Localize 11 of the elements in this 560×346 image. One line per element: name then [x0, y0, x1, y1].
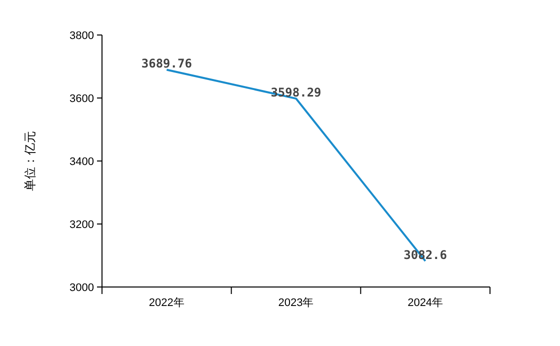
- y-tick-label: 3000: [70, 282, 94, 294]
- x-tick-label: 2023年: [278, 297, 314, 309]
- y-tick-label: 3600: [70, 93, 94, 105]
- data-label: 3689.76: [141, 56, 192, 71]
- data-label: 3598.29: [270, 86, 322, 100]
- x-tick-label: 2022年: [148, 297, 184, 309]
- x-tick-label: 2024年: [408, 297, 444, 309]
- y-tick-label: 3200: [70, 219, 94, 231]
- y-axis-title: 单位：亿元: [23, 131, 37, 191]
- y-tick-label: 3400: [70, 156, 94, 168]
- y-tick-label: 3800: [70, 30, 94, 42]
